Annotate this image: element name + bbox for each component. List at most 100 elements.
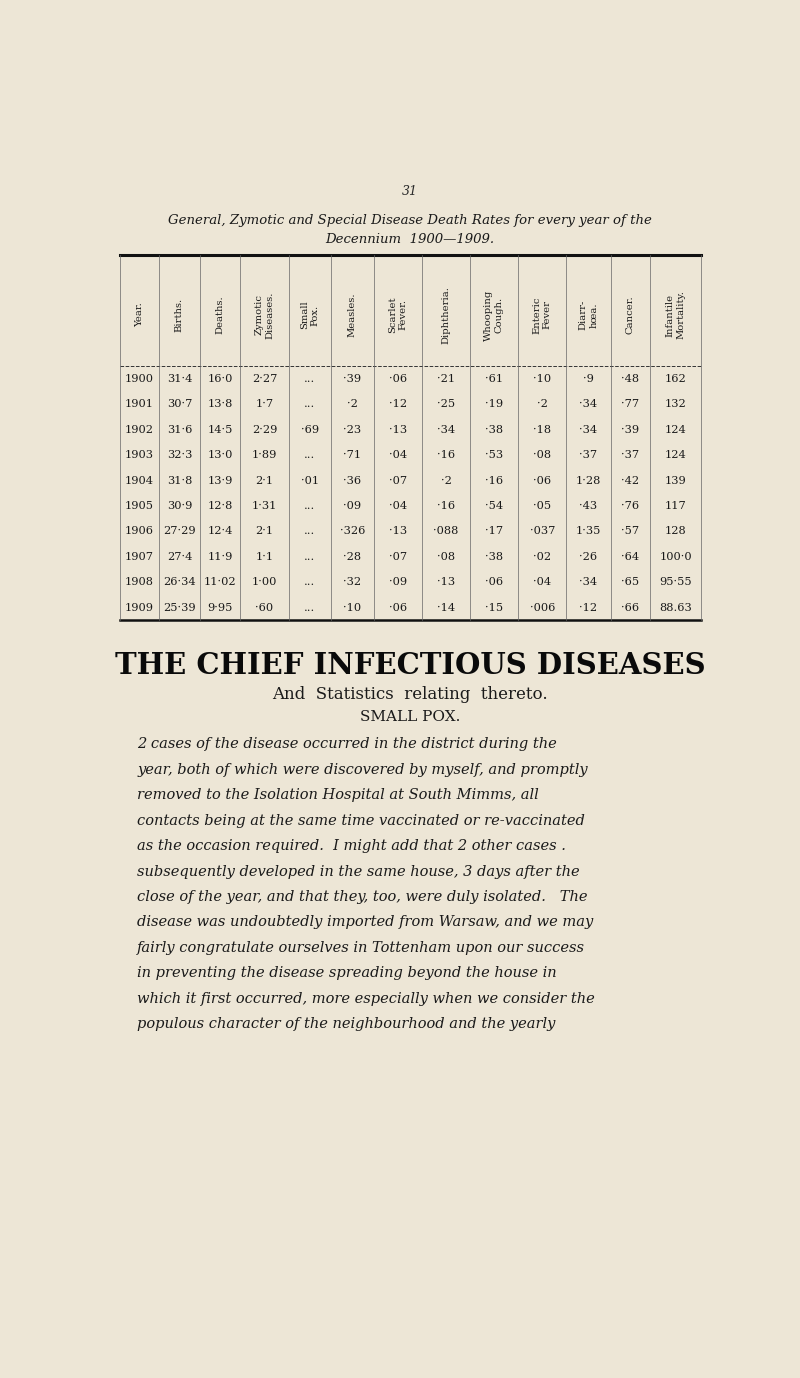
Text: ·23: ·23	[343, 424, 362, 435]
Text: 1·35: 1·35	[576, 526, 601, 536]
Text: ·2: ·2	[347, 400, 358, 409]
Text: 31·4: 31·4	[166, 373, 192, 384]
Text: 1909: 1909	[125, 602, 154, 613]
Text: populous character of the neighbourhood and the yearly: populous character of the neighbourhood …	[138, 1017, 555, 1031]
Text: ·07: ·07	[389, 475, 407, 485]
Text: 100·0: 100·0	[659, 553, 692, 562]
Text: ...: ...	[304, 577, 315, 587]
Text: ·16: ·16	[437, 502, 455, 511]
Text: Births.: Births.	[175, 298, 184, 332]
Text: ·64: ·64	[621, 553, 639, 562]
Text: SMALL POX.: SMALL POX.	[360, 711, 460, 725]
Text: 26·34: 26·34	[163, 577, 196, 587]
Text: ·10: ·10	[343, 602, 362, 613]
Text: ·34: ·34	[579, 577, 598, 587]
Text: ·2: ·2	[441, 475, 451, 485]
Text: 124: 124	[665, 451, 686, 460]
Text: ·01: ·01	[301, 475, 319, 485]
Text: ·06: ·06	[533, 475, 551, 485]
Text: ·34: ·34	[579, 400, 598, 409]
Text: 2·1: 2·1	[255, 526, 274, 536]
Text: ·26: ·26	[579, 553, 598, 562]
Text: ·53: ·53	[485, 451, 503, 460]
Text: ·10: ·10	[533, 373, 551, 384]
Text: 13·8: 13·8	[207, 400, 233, 409]
Text: ·04: ·04	[389, 502, 407, 511]
Text: Scarlet
Fever.: Scarlet Fever.	[388, 296, 407, 333]
Text: ·04: ·04	[389, 451, 407, 460]
Text: 11·9: 11·9	[207, 553, 233, 562]
Text: Deaths.: Deaths.	[216, 296, 225, 335]
Text: fairly congratulate ourselves in Tottenham upon our success: fairly congratulate ourselves in Tottenh…	[138, 941, 586, 955]
Text: ·37: ·37	[621, 451, 639, 460]
Text: ·326: ·326	[340, 526, 365, 536]
Text: 13·0: 13·0	[207, 451, 233, 460]
Text: 2 cases of the disease occurred in the district during the: 2 cases of the disease occurred in the d…	[138, 737, 557, 751]
Text: ·16: ·16	[437, 451, 455, 460]
Text: ·04: ·04	[533, 577, 551, 587]
Text: ·34: ·34	[437, 424, 455, 435]
Text: ·13: ·13	[437, 577, 455, 587]
Text: ·77: ·77	[621, 400, 639, 409]
Text: ·54: ·54	[485, 502, 503, 511]
Text: 1908: 1908	[125, 577, 154, 587]
Text: as the occasion required.  I might add that 2 other cases .: as the occasion required. I might add th…	[138, 839, 566, 853]
Text: 1·1: 1·1	[255, 553, 274, 562]
Text: 30·9: 30·9	[166, 502, 192, 511]
Text: ·48: ·48	[621, 373, 639, 384]
Text: 1·31: 1·31	[252, 502, 278, 511]
Text: ·08: ·08	[437, 553, 455, 562]
Text: ·05: ·05	[533, 502, 551, 511]
Text: ·07: ·07	[389, 553, 407, 562]
Text: ...: ...	[304, 502, 315, 511]
Text: subsequently developed in the same house, 3 days after the: subsequently developed in the same house…	[138, 864, 580, 879]
Text: 124: 124	[665, 424, 686, 435]
Text: ·18: ·18	[533, 424, 551, 435]
Text: Diphtheria.: Diphtheria.	[442, 287, 450, 344]
Text: ·06: ·06	[485, 577, 503, 587]
Text: 1903: 1903	[125, 451, 154, 460]
Text: ·16: ·16	[485, 475, 503, 485]
Text: ·037: ·037	[530, 526, 555, 536]
Text: 27·29: 27·29	[163, 526, 196, 536]
Text: ...: ...	[304, 451, 315, 460]
Text: ·28: ·28	[343, 553, 362, 562]
Text: ·71: ·71	[343, 451, 362, 460]
Text: Measles.: Measles.	[348, 292, 357, 338]
Text: 1901: 1901	[125, 400, 154, 409]
Text: ·38: ·38	[485, 553, 503, 562]
Text: ·57: ·57	[621, 526, 639, 536]
Text: ·69: ·69	[301, 424, 319, 435]
Text: ·36: ·36	[343, 475, 362, 485]
Text: ·09: ·09	[343, 502, 362, 511]
Text: ·34: ·34	[579, 424, 598, 435]
Text: year, both of which were discovered by myself, and promptly: year, both of which were discovered by m…	[138, 763, 588, 777]
Text: which it first occurred, more especially when we consider the: which it first occurred, more especially…	[138, 992, 595, 1006]
Text: ...: ...	[304, 400, 315, 409]
Text: disease was undoubtedly imported from Warsaw, and we may: disease was undoubtedly imported from Wa…	[138, 915, 594, 929]
Text: ...: ...	[304, 526, 315, 536]
Text: ·42: ·42	[621, 475, 639, 485]
Text: 31·8: 31·8	[166, 475, 192, 485]
Text: 88.63: 88.63	[659, 602, 692, 613]
Text: 27·4: 27·4	[166, 553, 192, 562]
Text: ·06: ·06	[389, 373, 407, 384]
Text: ·17: ·17	[485, 526, 503, 536]
Text: ·39: ·39	[621, 424, 639, 435]
Text: ·2: ·2	[537, 400, 548, 409]
Text: 1902: 1902	[125, 424, 154, 435]
Text: ·088: ·088	[434, 526, 458, 536]
Text: ·14: ·14	[437, 602, 455, 613]
Text: contacts being at the same time vaccinated or re-vaccinated: contacts being at the same time vaccinat…	[138, 813, 585, 828]
Text: 128: 128	[665, 526, 686, 536]
Text: Decennium  1900—1909.: Decennium 1900—1909.	[326, 233, 494, 245]
Text: 31·6: 31·6	[166, 424, 192, 435]
Text: Diarr-
hœa.: Diarr- hœa.	[578, 300, 598, 331]
Text: 11·02: 11·02	[204, 577, 237, 587]
Text: 1905: 1905	[125, 502, 154, 511]
Text: 132: 132	[665, 400, 686, 409]
Text: General, Zymotic and Special Disease Death Rates for every year of the: General, Zymotic and Special Disease Dea…	[168, 215, 652, 227]
Text: ·12: ·12	[579, 602, 598, 613]
Text: 31: 31	[402, 185, 418, 198]
Text: ·37: ·37	[579, 451, 598, 460]
